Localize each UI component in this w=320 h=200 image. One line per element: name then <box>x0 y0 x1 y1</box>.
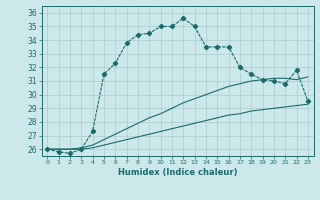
X-axis label: Humidex (Indice chaleur): Humidex (Indice chaleur) <box>118 168 237 177</box>
